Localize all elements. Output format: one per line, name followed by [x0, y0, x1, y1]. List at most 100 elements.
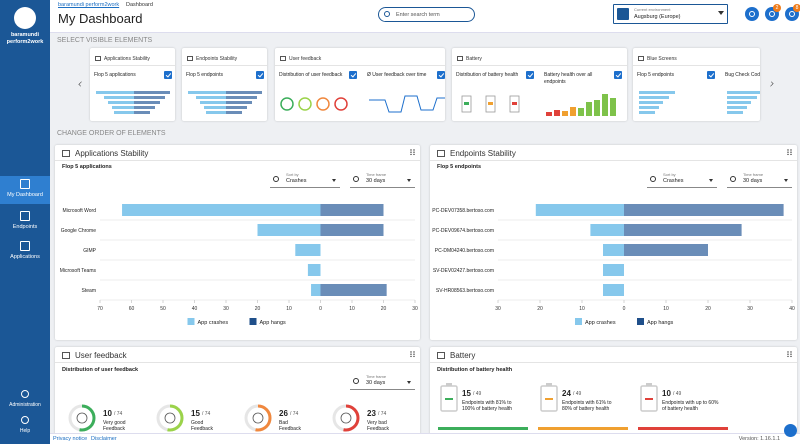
card-icon [95, 56, 101, 61]
element-card[interactable]: Blue Screens Flop 5 endpoints Bug Check Co… [633, 48, 760, 121]
badge: 2 [773, 4, 781, 12]
handle-dot [787, 153, 789, 156]
carousel-prev[interactable] [78, 81, 84, 87]
battery-total: / 49 [573, 391, 582, 397]
panel-divider [55, 160, 420, 161]
battery-icon [640, 383, 658, 412]
chat-button[interactable] [784, 424, 797, 437]
dropdown-label: Sort by [286, 172, 299, 177]
environment-value: Augsburg (Europe) [634, 14, 681, 20]
x-tick-label: 30 [412, 306, 418, 312]
header-button[interactable]: 8 [785, 4, 800, 21]
header-button[interactable] [745, 7, 759, 21]
search-icon [384, 11, 390, 17]
nav-item[interactable]: Applications [0, 238, 50, 266]
card-divider [90, 65, 175, 66]
bar [320, 204, 384, 216]
nav-item[interactable]: My Dashboard [0, 176, 50, 204]
handle-dot [410, 353, 412, 355]
preview-bar [204, 106, 226, 109]
environment-label: Current environment [634, 7, 671, 12]
dropdown[interactable]: Time frame 30 days [727, 171, 792, 188]
handle-dot [787, 351, 789, 353]
panel-title: Endpoints Stability [450, 149, 516, 158]
category-label: SV-DEV02427.bertoso.com [433, 268, 494, 274]
handle-dot [790, 351, 792, 353]
checkbox[interactable] [526, 71, 534, 79]
smiley-face [340, 412, 352, 424]
preview-bar [727, 111, 743, 114]
card-icon [638, 56, 644, 61]
dropdown[interactable]: Time frame 30 days [350, 373, 415, 390]
element-card[interactable]: Battery Distribution of battery health Bat… [452, 48, 627, 121]
preview-bar [639, 101, 663, 104]
breadcrumb-link[interactable]: baramundi perform2work [58, 2, 120, 8]
dropdown-icon [353, 378, 359, 384]
element-card[interactable]: Endpoints Stability Flop 5 endpoints [182, 48, 267, 121]
handle-dot [410, 149, 412, 151]
battery-label: Endpoints with 61% to 80% of battery hea… [562, 400, 612, 412]
nav-item[interactable]: Help [0, 414, 50, 438]
battery-total: / 49 [473, 391, 482, 397]
handle-dot [787, 149, 789, 151]
item-label: Bug Check Code distribution [725, 72, 760, 78]
preview-graphic [96, 91, 170, 114]
checkmark [708, 71, 714, 77]
category-label: Microsoft Word [62, 208, 96, 214]
battery-panel: Battery Distribution of battery health 15/… [430, 347, 797, 437]
preview-bar [727, 91, 760, 94]
handle-dot [413, 351, 415, 353]
header-button[interactable]: 2 [765, 4, 781, 21]
search-box[interactable]: Enter search term [378, 7, 475, 22]
carousel-next[interactable] [768, 81, 774, 87]
x-tick-label: 50 [160, 306, 166, 312]
item-label: Flop 5 applications [94, 72, 136, 78]
element-card[interactable]: User feedback Distribution of user feedba… [275, 48, 445, 121]
nav-item[interactable]: Endpoints [0, 208, 50, 236]
nav-icon [21, 416, 29, 424]
battery-total: / 49 [673, 391, 682, 397]
preview-bar [200, 101, 226, 104]
preview-level [512, 102, 517, 105]
preview-bar [562, 111, 568, 116]
footer-link[interactable]: Privacy notice [53, 435, 88, 442]
checkbox[interactable] [614, 71, 622, 79]
checkbox[interactable] [164, 71, 172, 79]
environment-select[interactable]: Current environment Augsburg (Europe) [613, 4, 728, 24]
x-tick-label: 30 [747, 306, 753, 312]
checkbox[interactable] [437, 71, 445, 79]
preview-bar [727, 106, 747, 109]
preview-level [464, 102, 469, 105]
bar [624, 204, 784, 216]
handle-dot [790, 153, 792, 156]
x-tick-label: 20 [705, 306, 711, 312]
preview-bar [114, 111, 134, 114]
chart: Microsoft Word Google Chrome GIMP Microsoft… [60, 204, 418, 326]
dropdown[interactable]: Sort by Crashes [270, 171, 340, 188]
footer-link[interactable]: Disclaimer [91, 435, 117, 442]
element-card[interactable]: Applications Stability Flop 5 application… [90, 48, 175, 121]
checkbox[interactable] [256, 71, 264, 79]
preview-graphic [369, 95, 445, 113]
dropdown[interactable]: Sort by Crashes [647, 171, 717, 188]
panel-subtitle: Distribution of battery health [437, 367, 513, 373]
legend-swatch [637, 318, 644, 325]
checkbox[interactable] [349, 71, 357, 79]
top-bar: baramundi perform2work Dashboard My Dashbo… [50, 0, 800, 33]
preview-bar [602, 94, 608, 116]
nav-item[interactable]: Administration [0, 388, 50, 412]
panel-icon [62, 352, 70, 359]
checkmark [165, 71, 171, 77]
section-title: CHANGE ORDER OF ELEMENTS [57, 130, 166, 137]
legend-swatch [187, 318, 195, 325]
legend-label: App crashes [198, 320, 229, 326]
nav-icon [20, 179, 30, 189]
panel-icon [437, 150, 445, 157]
dropdown-icon [650, 176, 656, 182]
feedback-count: 23 [367, 409, 376, 418]
dropdown[interactable]: Time frame 30 days [350, 171, 415, 188]
environment-icon [617, 8, 629, 20]
feedback-count: 15 [191, 409, 200, 418]
dropdown-value: Crashes [286, 178, 307, 184]
checkbox[interactable] [707, 71, 715, 79]
